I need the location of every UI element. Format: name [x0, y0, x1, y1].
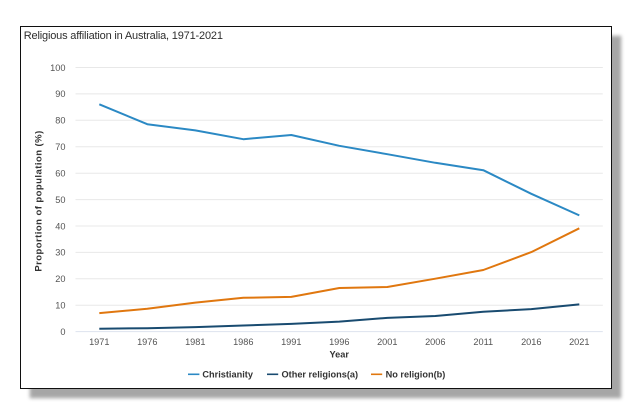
svg-text:1971: 1971: [89, 337, 109, 347]
svg-text:1996: 1996: [329, 337, 349, 347]
svg-text:2001: 2001: [377, 337, 397, 347]
svg-text:20: 20: [55, 274, 65, 284]
svg-text:2006: 2006: [425, 337, 445, 347]
svg-text:2021: 2021: [569, 337, 589, 347]
svg-text:1991: 1991: [281, 337, 301, 347]
svg-text:1981: 1981: [185, 337, 205, 347]
svg-text:Proportion of population (%): Proportion of population (%): [34, 130, 45, 271]
svg-text:Other religions(a): Other religions(a): [282, 370, 359, 380]
svg-text:10: 10: [55, 301, 65, 311]
svg-text:0: 0: [60, 327, 65, 337]
svg-text:40: 40: [55, 221, 65, 231]
svg-text:1986: 1986: [233, 337, 253, 347]
svg-text:Year: Year: [329, 350, 349, 360]
svg-text:2016: 2016: [521, 337, 541, 347]
svg-text:1976: 1976: [137, 337, 157, 347]
svg-text:50: 50: [55, 195, 65, 205]
svg-text:90: 90: [55, 89, 65, 99]
svg-text:No religion(b): No religion(b): [386, 370, 446, 380]
svg-text:2011: 2011: [473, 337, 493, 347]
svg-text:Christianity: Christianity: [202, 370, 253, 380]
svg-text:80: 80: [55, 116, 65, 126]
svg-text:100: 100: [50, 63, 65, 73]
svg-text:Religious affiliation in Austr: Religious affiliation in Australia, 1971…: [24, 30, 223, 42]
svg-text:60: 60: [55, 169, 65, 179]
svg-text:70: 70: [55, 142, 65, 152]
svg-text:30: 30: [55, 248, 65, 258]
